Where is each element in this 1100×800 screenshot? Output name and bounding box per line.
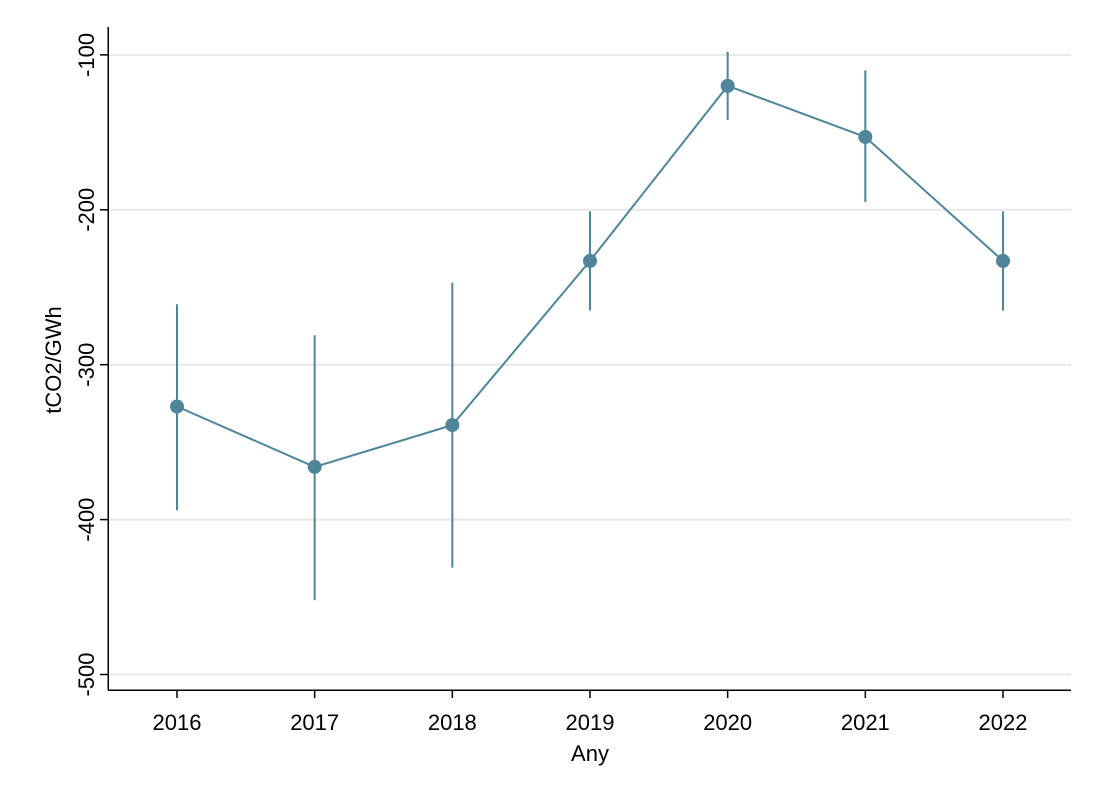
data-point [170, 399, 184, 414]
x-axis-title: Any [571, 741, 609, 766]
y-tick-label: -300 [74, 343, 99, 387]
data-point [307, 459, 322, 474]
y-axis-title: tCO2/GWh [41, 306, 66, 414]
series-layer [170, 78, 1010, 474]
x-tick-label: 2021 [841, 710, 890, 735]
error-bars [176, 51, 1004, 601]
data-point [583, 253, 597, 268]
data-point [445, 418, 460, 433]
label-layer: Any tCO2/GWh [41, 306, 609, 766]
y-tick-label: -500 [74, 652, 99, 696]
x-tick-label: 2016 [153, 710, 202, 735]
data-point [858, 129, 873, 144]
data-point [996, 253, 1010, 268]
y-tick-label: -100 [74, 33, 99, 77]
y-tick-label: -400 [74, 498, 99, 542]
x-tick-label: 2018 [428, 710, 477, 735]
x-tick-label: 2019 [566, 710, 615, 735]
x-tick-label: 2022 [979, 710, 1028, 735]
grid-layer [108, 53, 1071, 676]
data-point [720, 78, 735, 93]
axis-layer: -100 -200 -300 -400 -500 2016 2017 2018 2019 2020… [74, 27, 1071, 735]
x-tick-label: 2020 [703, 710, 752, 735]
y-tick-label: -200 [74, 188, 99, 232]
x-tick-label: 2017 [290, 710, 339, 735]
